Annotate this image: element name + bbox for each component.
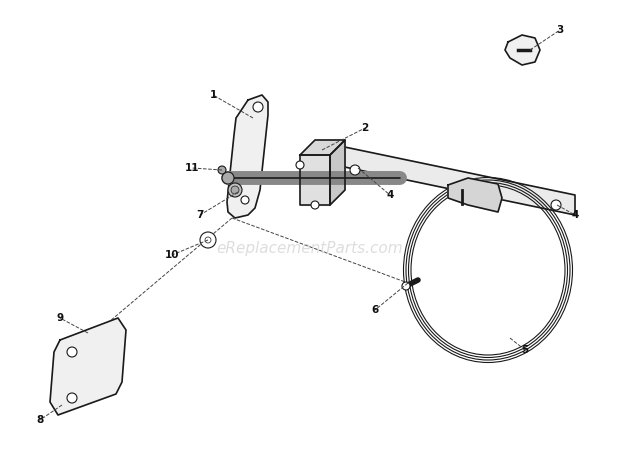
Circle shape [241, 196, 249, 204]
Circle shape [205, 237, 211, 243]
Text: 9: 9 [56, 313, 64, 323]
Text: 1: 1 [210, 90, 216, 100]
Circle shape [551, 200, 561, 210]
Polygon shape [300, 155, 330, 205]
Polygon shape [300, 140, 345, 155]
Text: 2: 2 [361, 123, 369, 133]
Circle shape [222, 172, 234, 184]
Circle shape [200, 232, 216, 248]
Polygon shape [227, 95, 268, 218]
Text: 8: 8 [37, 415, 43, 425]
Circle shape [231, 186, 239, 194]
Text: 10: 10 [165, 250, 179, 260]
Polygon shape [335, 145, 575, 215]
Polygon shape [50, 318, 126, 415]
Text: 4: 4 [571, 210, 578, 220]
Polygon shape [505, 35, 540, 65]
Text: 5: 5 [521, 345, 529, 355]
Circle shape [402, 282, 410, 290]
Circle shape [350, 165, 360, 175]
Circle shape [311, 201, 319, 209]
Circle shape [218, 166, 226, 174]
Circle shape [67, 347, 77, 357]
Text: eReplacementParts.com: eReplacementParts.com [216, 241, 404, 256]
Text: 7: 7 [197, 210, 204, 220]
Circle shape [253, 102, 263, 112]
Text: 6: 6 [371, 305, 379, 315]
Polygon shape [448, 178, 502, 212]
Text: 3: 3 [556, 25, 564, 35]
Text: 4: 4 [386, 190, 394, 200]
Circle shape [228, 183, 242, 197]
Circle shape [67, 393, 77, 403]
Circle shape [296, 161, 304, 169]
Polygon shape [330, 140, 345, 205]
Text: 11: 11 [185, 163, 199, 173]
